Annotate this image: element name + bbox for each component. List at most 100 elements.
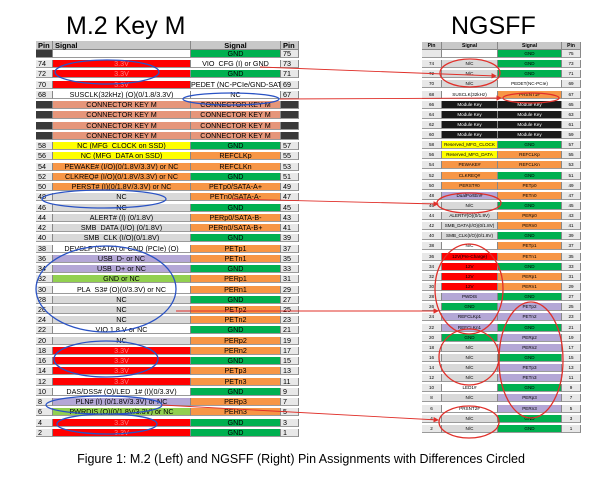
m2-row: 24 NC PETn2 23 bbox=[36, 316, 299, 325]
ngsff-row: 50 PERST#0 PETp0 49 bbox=[422, 181, 581, 190]
m2-signal-right: CONNECTOR KEY M bbox=[191, 131, 281, 140]
ngsff-pin-right: 9 bbox=[562, 384, 581, 393]
ngsff-row: 2 N/C GND 1 bbox=[422, 424, 581, 433]
m2-header-signal-right: Signal bbox=[191, 41, 281, 50]
m2-pin-right: 67 bbox=[281, 90, 299, 99]
ngsff-pin-right: 7 bbox=[562, 394, 581, 403]
ngsff-pin-left: 54 bbox=[422, 161, 442, 170]
ngsff-row: 56 Reserved_MFG_DATA REFCLKp 55 bbox=[422, 151, 581, 160]
m2-pin-right: 3 bbox=[281, 418, 299, 427]
arrow-7 bbox=[161, 404, 439, 423]
m2-pin-right: 15 bbox=[281, 357, 299, 366]
ngsff-row: 36 12V(Pre-Charge) PETn1 35 bbox=[422, 252, 581, 261]
ngsff-row: 62 Module Key Module Key 61 bbox=[422, 120, 581, 129]
m2-signal-left: CLKREQ# (I/O)(0/1.8V/3.3V) or NC bbox=[53, 172, 191, 181]
m2-signal-left: USB_D- or NC bbox=[53, 254, 191, 263]
ngsff-pin-left: 30 bbox=[422, 282, 442, 291]
ngsff-signal-right: PERp2 bbox=[498, 333, 562, 342]
m2-pin-left: 58 bbox=[36, 142, 53, 151]
m2-signal-left: DAS/DSS# (O)/LED_1# (I)(0/3.3V) bbox=[53, 387, 191, 396]
ngsff-signal-right: REFCLKn bbox=[498, 161, 562, 170]
m2-signal-left: 3.3V bbox=[53, 418, 191, 427]
ngsff-pin-left: 24 bbox=[422, 313, 442, 322]
ngsff-signal-right: PERp0 bbox=[498, 212, 562, 221]
m2-pin-left: 70 bbox=[36, 80, 53, 89]
ngsff-pin-left: 32 bbox=[422, 272, 442, 281]
ngsff-signal-right: PRSNT1# bbox=[498, 90, 562, 99]
m2-row: 38 DEVSLP (SATA) or GND (PCIe) (O) PETp1 37 bbox=[36, 244, 299, 253]
ngsff-signal-right: PETp2 bbox=[498, 303, 562, 312]
ngsff-pin-right: 29 bbox=[562, 282, 581, 291]
ngsff-signal-left bbox=[442, 50, 498, 58]
m2-table-header: Pin Signal Signal Pin bbox=[36, 41, 299, 50]
m2-signal-right: CONNECTOR KEY M bbox=[191, 121, 281, 130]
ngsff-signal-left: PWDIS bbox=[442, 293, 498, 302]
m2-signal-left: 3.3V bbox=[53, 377, 191, 386]
m2-signal-right: PETp3 bbox=[191, 367, 281, 376]
m2-signal-left: NC bbox=[53, 295, 191, 304]
ngsff-pin-right: 59 bbox=[562, 131, 581, 140]
m2-pin-right: 51 bbox=[281, 172, 299, 181]
m2-row: 8 PLN# (I) (0/1.8V/3.3V) or NC PERp3 7 bbox=[36, 398, 299, 407]
m2-signal-right: VIO_CFG (I) or GND bbox=[191, 60, 281, 69]
m2-pin-left: 30 bbox=[36, 285, 53, 294]
m2-pin-right: 25 bbox=[281, 306, 299, 314]
ngsff-pin-right: 67 bbox=[562, 90, 581, 99]
m2-signal-right: REFCLKp bbox=[191, 152, 281, 161]
ngsff-signal-left: PRSNT2# bbox=[442, 404, 498, 413]
m2-circle-pwrdis bbox=[45, 395, 163, 415]
ngsff-row: 48 DualPortEn# PETn0 47 bbox=[422, 191, 581, 200]
m2-row: 20 NC PERp2 19 bbox=[36, 336, 299, 345]
m2-row: 14 3.3V PETp3 13 bbox=[36, 367, 299, 376]
ngsff-pin-left: 12 bbox=[422, 374, 442, 383]
ngsff-circle-dualport bbox=[436, 192, 502, 214]
m2-signal-right: GND bbox=[191, 142, 281, 151]
m2-pin-left: 8 bbox=[36, 398, 53, 407]
m2-row: 58 NC (MFG_CLOCK on SSD) GND 57 bbox=[36, 142, 299, 151]
m2-pin-left: 24 bbox=[36, 316, 53, 325]
ngsff-signal-right: PERn3 bbox=[498, 404, 562, 413]
m2-signal-right: GND bbox=[191, 172, 281, 181]
m2-signal-right: PERp3 bbox=[191, 398, 281, 407]
ngsff-pin-right: 39 bbox=[562, 232, 581, 241]
ngsff-row: 8 N/C PERp3 7 bbox=[422, 394, 581, 403]
m2-pin-right: 1 bbox=[281, 428, 299, 437]
ngsff-row: 52 CLKREQ# GND 51 bbox=[422, 171, 581, 180]
ngsff-header-signal-right: Signal bbox=[498, 42, 562, 50]
m2-pin-left: 28 bbox=[36, 295, 53, 304]
ngsff-pin-left: 28 bbox=[422, 293, 442, 302]
ngsff-row: 22 REFCLKn1 GND 21 bbox=[422, 323, 581, 332]
ngsff-row: 16 N/C GND 15 bbox=[422, 353, 581, 362]
m2-pin-right bbox=[281, 101, 299, 110]
m2-signal-right: GND bbox=[191, 265, 281, 274]
m2-pin-left: 56 bbox=[36, 152, 53, 161]
m2-pin-right bbox=[281, 121, 299, 130]
ngsff-pin-left: 48 bbox=[422, 191, 442, 200]
ngsff-pin-left: 50 bbox=[422, 181, 442, 190]
ngsff-pin-left: 10 bbox=[422, 384, 442, 393]
m2-circle-usb-block bbox=[35, 245, 177, 333]
m2-pin-right: 53 bbox=[281, 162, 299, 171]
ngsff-row: 64 Module Key Module Key 63 bbox=[422, 110, 581, 119]
ngsff-signal-left: REFCLKp1 bbox=[442, 313, 498, 322]
ngsff-header-pin: Pin bbox=[422, 42, 442, 50]
ngsff-pin-right: 33 bbox=[562, 262, 581, 271]
m2-signal-right: NC bbox=[191, 90, 281, 99]
m2-row: 18 3.3V PERn2 17 bbox=[36, 346, 299, 355]
ngsff-signal-left: LED1# bbox=[442, 384, 498, 393]
m2-signal-right: GND bbox=[191, 50, 281, 58]
ngsff-signal-right: GND bbox=[498, 50, 562, 58]
m2-signal-left: NC (MFG_CLOCK on SSD) bbox=[53, 142, 191, 151]
ngsff-pin-left: 66 bbox=[422, 100, 442, 109]
m2-signal-right: REFCLKn bbox=[191, 162, 281, 171]
ngsff-signal-right: PETp0 bbox=[498, 181, 562, 190]
ngsff-row: 70 N/C PEDET(NC-PCIe) 69 bbox=[422, 80, 581, 89]
m2-pin-left: 74 bbox=[36, 60, 53, 69]
ngsff-pin-right: 47 bbox=[562, 191, 581, 200]
ngsff-pin-left: 44 bbox=[422, 212, 442, 221]
ngsff-signal-left: PERST#0 bbox=[442, 181, 498, 190]
ngsff-row: 54 PEWAKE# REFCLKn 53 bbox=[422, 161, 581, 170]
ngsff-pin-right: 75 bbox=[562, 50, 581, 58]
figure-caption: Figure 1: M.2 (Left) and NGSFF (Right) P… bbox=[77, 452, 525, 466]
arrow-67 bbox=[279, 95, 502, 101]
